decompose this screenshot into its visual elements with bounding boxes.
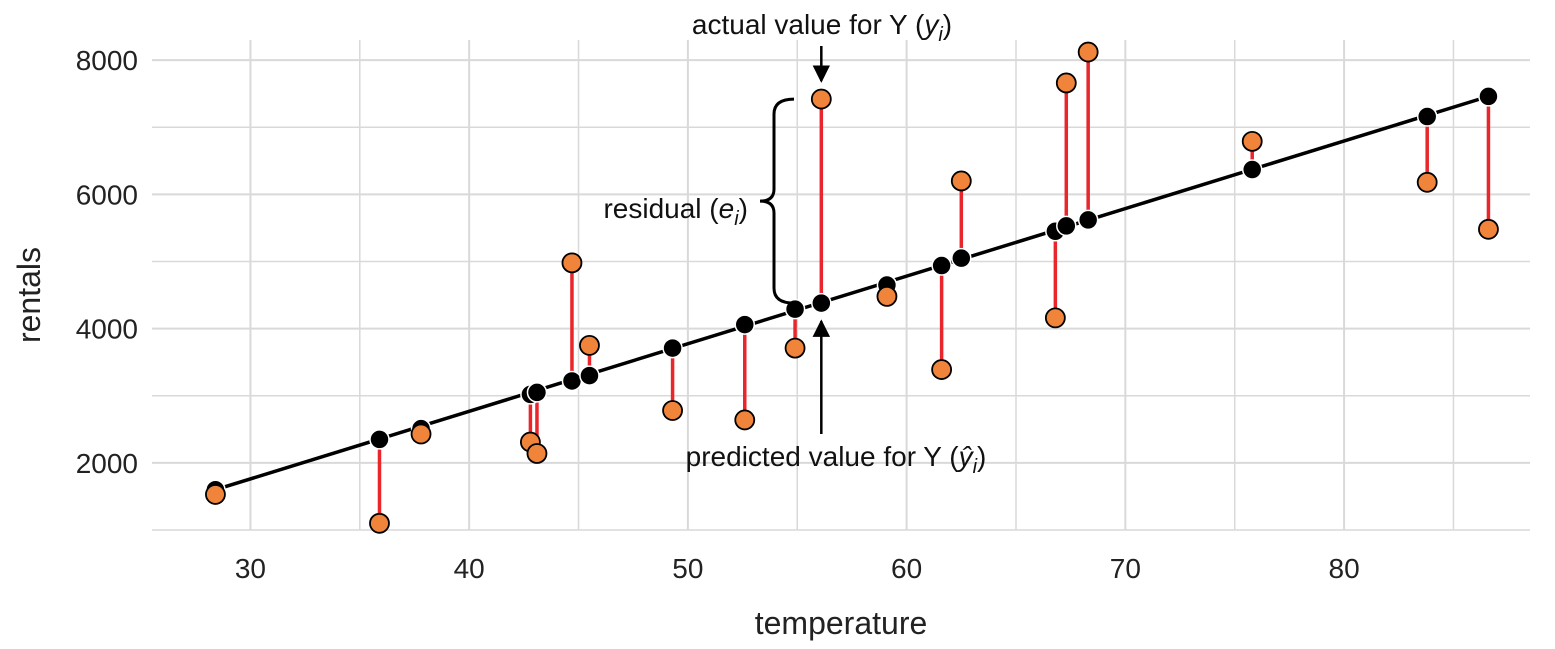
actual-point bbox=[734, 409, 756, 431]
actual-point bbox=[410, 423, 432, 445]
y-tick-label: 2000 bbox=[76, 448, 138, 479]
annotation-residual-label: residual (ei) bbox=[603, 193, 748, 230]
actual-point bbox=[1416, 171, 1438, 193]
predicted-point bbox=[931, 255, 952, 276]
x-tick-label: 70 bbox=[1110, 553, 1141, 584]
x-tick-label: 30 bbox=[235, 553, 266, 584]
y-tick-label: 6000 bbox=[76, 179, 138, 210]
actual-points bbox=[205, 41, 1499, 534]
actual-point bbox=[205, 484, 226, 505]
actual-point bbox=[931, 359, 953, 380]
actual-point bbox=[1241, 130, 1263, 152]
annotation-actual-label: actual value for Y (yi) bbox=[692, 9, 952, 46]
regression-line bbox=[214, 94, 1489, 492]
actual-point bbox=[526, 443, 548, 464]
residual-brace bbox=[759, 97, 795, 305]
predicted-point bbox=[734, 314, 756, 335]
actual-point bbox=[950, 170, 972, 192]
actual-point bbox=[784, 337, 806, 359]
predicted-point bbox=[1056, 215, 1077, 237]
actual-point bbox=[1044, 307, 1066, 329]
actual-point bbox=[561, 252, 583, 274]
x-tick-label: 60 bbox=[891, 553, 922, 584]
predicted-point bbox=[1241, 159, 1263, 180]
predicted-point bbox=[526, 382, 548, 403]
annotation-predicted-label: predicted value for Y (ŷi) bbox=[686, 441, 987, 478]
actual-point bbox=[876, 286, 898, 307]
tick-labels: 30 40 50 60 70 80 2000 4000 6000 8000 bbox=[76, 45, 1360, 584]
predicted-point bbox=[1077, 209, 1099, 231]
regression-line-group bbox=[214, 94, 1489, 492]
gridlines bbox=[152, 40, 1530, 531]
y-tick-label: 4000 bbox=[76, 314, 138, 345]
actual-point bbox=[369, 512, 390, 534]
actual-point bbox=[810, 88, 832, 110]
actual-point bbox=[1055, 72, 1077, 94]
predicted-point bbox=[561, 370, 583, 392]
y-axis-title: rentals bbox=[11, 247, 47, 343]
annotations: actual value for Y (yi) predicted value f… bbox=[603, 9, 986, 478]
actual-point bbox=[662, 400, 683, 421]
actual-point bbox=[1077, 41, 1099, 63]
predicted-point bbox=[369, 429, 390, 450]
x-tick-label: 40 bbox=[454, 553, 485, 584]
actual-point bbox=[1478, 218, 1499, 240]
y-tick-label: 8000 bbox=[76, 45, 138, 76]
actual-point bbox=[579, 335, 600, 356]
predicted-point bbox=[662, 337, 683, 359]
x-tick-label: 50 bbox=[672, 553, 703, 584]
predicted-point bbox=[951, 247, 972, 269]
x-tick-label: 80 bbox=[1329, 553, 1360, 584]
predicted-point bbox=[811, 292, 832, 314]
predicted-point bbox=[1416, 106, 1438, 127]
x-axis-title: temperature bbox=[755, 605, 928, 641]
predicted-point bbox=[1478, 86, 1499, 107]
predicted-point bbox=[579, 365, 600, 386]
